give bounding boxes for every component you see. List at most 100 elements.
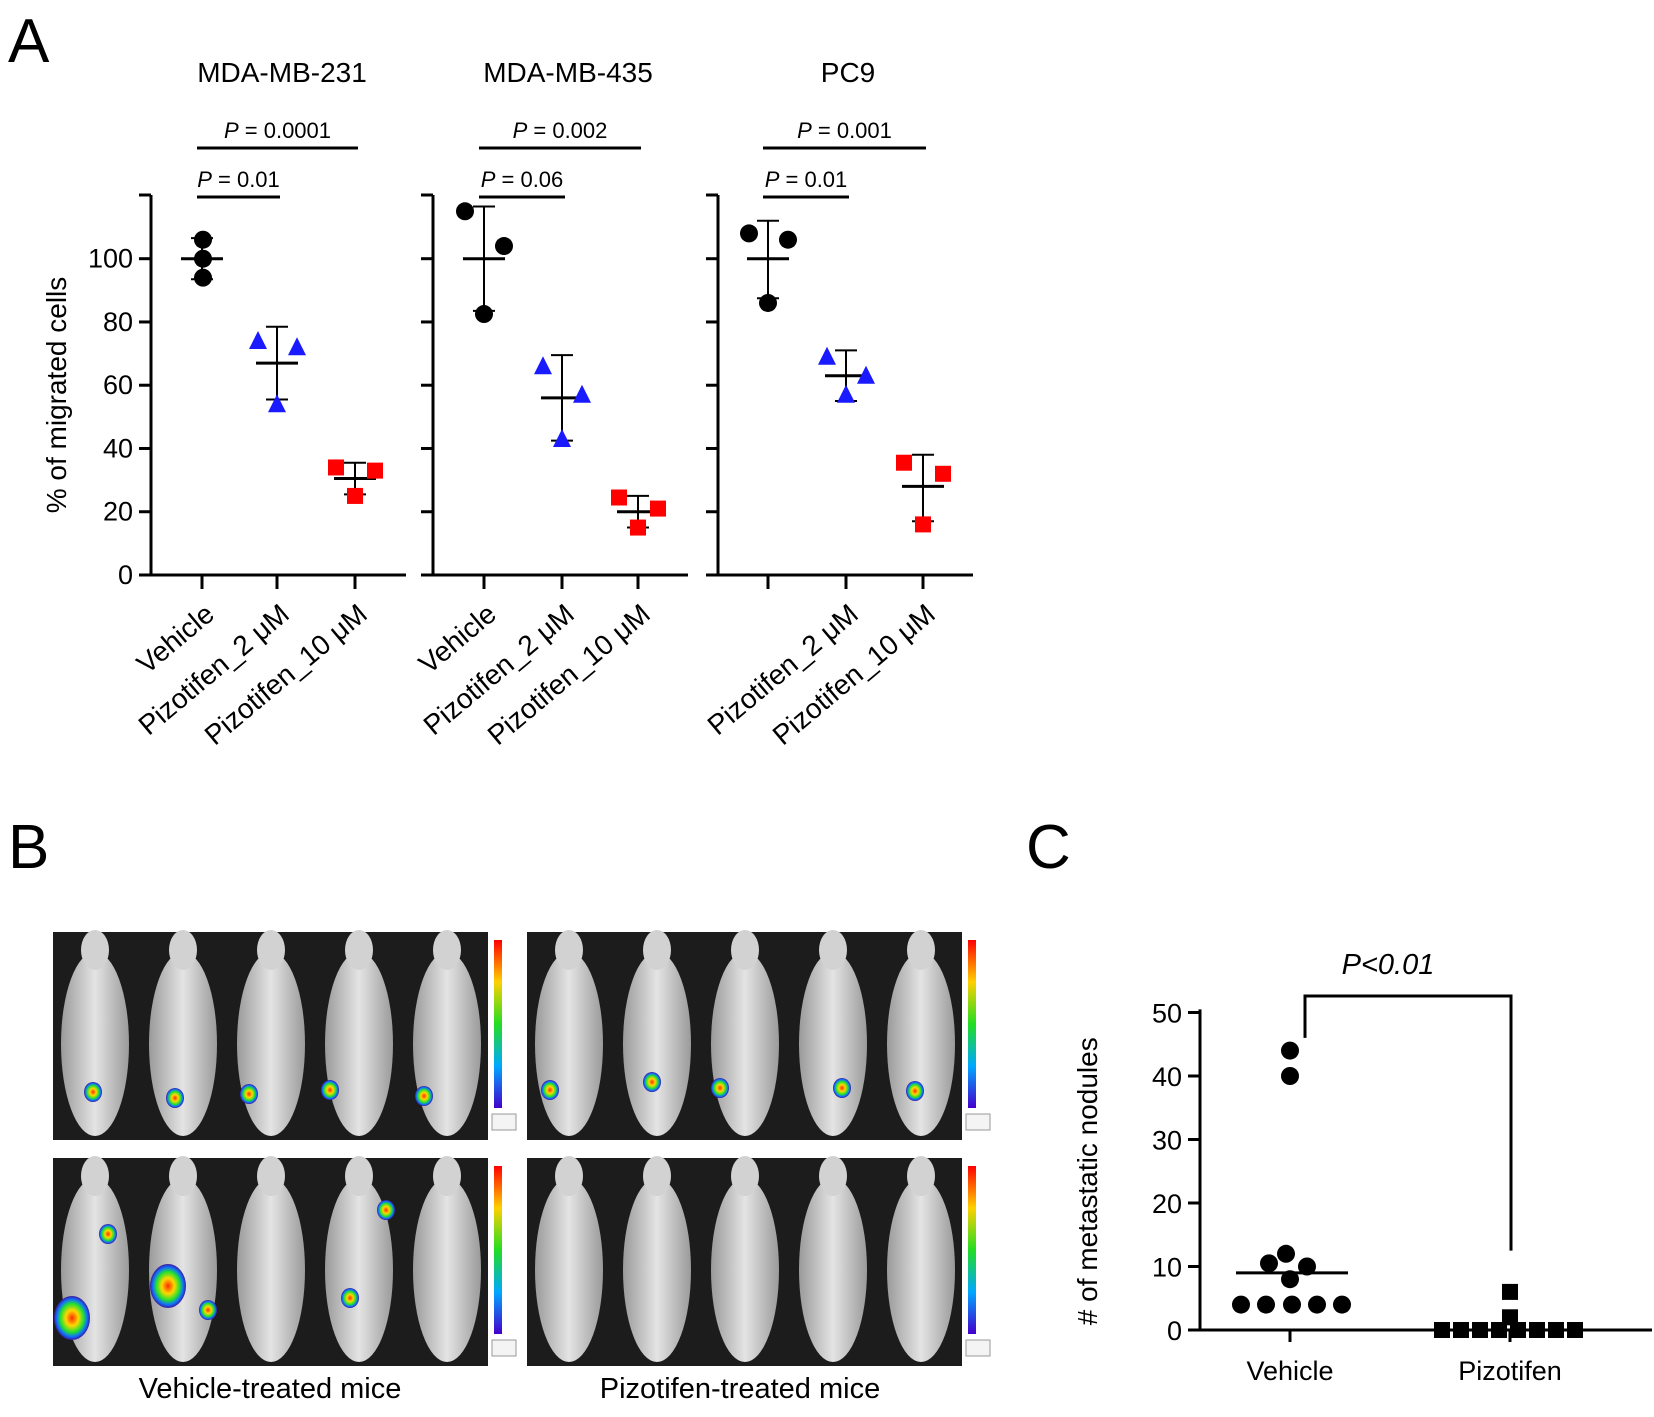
p-value-label: P = 0.01 [765,167,848,192]
data-point [1298,1257,1316,1276]
y-axis-label: # of metastatic nodules [1072,1037,1103,1325]
data-point [1308,1295,1326,1314]
mouse-head [643,930,671,970]
data-point [495,237,513,256]
scale-info-box [965,1339,991,1357]
data-point [1502,1309,1518,1326]
y-tick-label: 100 [88,244,133,274]
luminescence-signal [415,1086,433,1106]
data-point [650,500,666,517]
data-point [1257,1295,1275,1314]
panel-label-b: B [8,813,49,882]
data-point [475,305,493,324]
chart-title: MDA-MB-435 [483,57,653,88]
color-scale-bar [494,1166,502,1334]
data-point [935,465,951,482]
p-value-label: P = 0.06 [481,167,564,192]
mouse-head [819,1156,847,1196]
y-tick-label: 0 [1167,1316,1182,1346]
mouse-head [81,1156,109,1196]
mouse-head [433,1156,461,1196]
data-point [249,330,267,349]
data-point [1333,1295,1351,1314]
y-tick-label: 20 [1152,1189,1182,1219]
data-point [1281,1270,1299,1289]
data-point [194,268,212,287]
data-point [456,202,474,221]
y-tick-label: 40 [1152,1062,1182,1092]
mouse-head [907,930,935,970]
mouse-body [887,952,955,1136]
luminescence-signal [199,1300,217,1320]
data-point [1283,1295,1301,1314]
y-tick-label: 60 [103,370,133,400]
p-value-label: P = 0.01 [197,167,280,192]
scale-info-box [965,1113,991,1131]
y-tick-label: 50 [1152,999,1182,1029]
luminescence-signal [643,1072,661,1092]
mouse-body [799,1178,867,1362]
x-category-label: Vehicle [1246,1356,1333,1386]
color-scale-bar [968,940,976,1108]
data-point [288,337,306,356]
mouse-head [731,930,759,970]
data-point [1277,1244,1295,1263]
mouse-body [61,952,129,1136]
mouse-body [413,952,481,1136]
chart-title: MDA-MB-231 [197,57,367,88]
data-point [534,356,552,375]
y-tick-label: 20 [103,497,133,527]
chart-metastatic-nodules: 0 10 20 30 40 50 # of metastatic nodules Vehicl… [1072,949,1652,1386]
mouse-image-group [527,1156,991,1366]
y-tick-label: 30 [1152,1126,1182,1156]
data-point [194,230,212,249]
data-point [1260,1254,1278,1273]
mouse-head [555,930,583,970]
mouse-body [325,1178,393,1362]
chart-mda-mb-231: MDA-MB-231 0 20 40 60 80 100 % of migrated cell… [41,57,406,751]
luminescence-signal [321,1080,339,1100]
mouse-body [799,952,867,1136]
data-point [367,462,383,479]
mouse-image-group [53,930,517,1140]
luminescence-signal [84,1082,102,1102]
p-value-label: P = 0.002 [513,118,608,143]
data-point [1232,1295,1250,1314]
mouse-head [643,1156,671,1196]
mouse-body [149,952,217,1136]
data-point [630,519,646,536]
mouse-body [413,1178,481,1362]
mouse-body [711,1178,779,1362]
color-scale-bar [494,940,502,1108]
pizotifen-mice-caption: Pizotifen-treated mice [600,1373,880,1405]
y-axis-label: % of migrated cells [41,277,72,514]
data-point [573,384,591,403]
data-point [611,489,627,506]
mouse-head [257,930,285,970]
luminescence-signal [150,1264,186,1308]
mouse-body [325,952,393,1136]
data-point [194,249,212,268]
mouse-body [149,1178,217,1362]
bioluminescence-imaging-panel [53,930,991,1366]
mouse-head [257,1156,285,1196]
y-tick-label: 10 [1152,1253,1182,1283]
mouse-head [345,1156,373,1196]
panel-label-a: A [8,7,50,76]
luminescence-signal [711,1078,729,1098]
scale-info-box [491,1113,517,1131]
mouse-body [535,952,603,1136]
luminescence-signal [541,1080,559,1100]
data-point [818,346,836,365]
vehicle-mice-caption: Vehicle-treated mice [139,1373,402,1405]
data-point [857,365,875,384]
data-point [553,428,571,447]
mouse-head [819,930,847,970]
y-tick-label: 40 [103,433,133,463]
data-point [837,384,855,403]
mouse-head [433,930,461,970]
mouse-head [345,930,373,970]
